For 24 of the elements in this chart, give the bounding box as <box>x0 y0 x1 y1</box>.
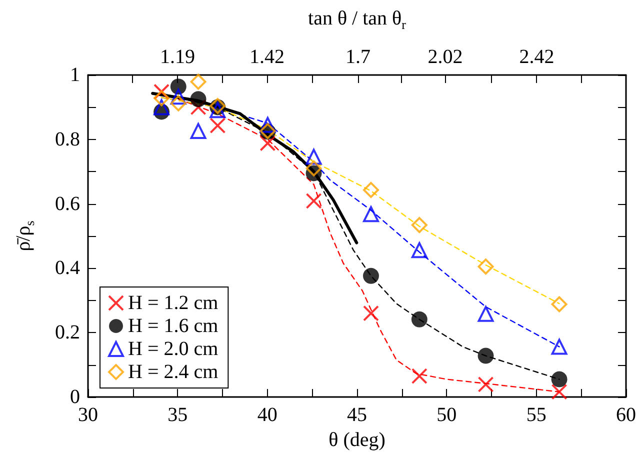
y-tick-label: 0.4 <box>55 257 80 280</box>
x-tick-label: 50 <box>436 404 457 426</box>
legend-label: H = 1.2 cm <box>128 292 219 314</box>
x-axis-title: θ (deg) <box>328 428 386 451</box>
y-tick-label: 0.8 <box>55 128 80 150</box>
legend-label: H = 1.6 cm <box>128 315 219 337</box>
x2-tick-label: 1.42 <box>249 46 284 68</box>
x2-tick-label: 2.42 <box>519 46 554 68</box>
x-tick-label: 45 <box>347 404 367 426</box>
x2-tick-label: 2.02 <box>428 46 463 68</box>
legend-label: H = 2.4 cm <box>128 361 219 383</box>
x2-tick-label: 1.7 <box>346 46 371 68</box>
x2-tick-label: 1.19 <box>160 46 196 68</box>
x-tick-label: 40 <box>257 404 278 426</box>
y-tick-label: 0.6 <box>55 192 80 215</box>
y-tick-label: 0.2 <box>55 322 80 344</box>
y-tick-label: 1 <box>70 64 80 86</box>
x-tick-label: 30 <box>78 404 98 426</box>
legend-label: H = 2.0 cm <box>128 338 219 360</box>
x-tick-label: 60 <box>616 404 636 426</box>
x-tick-label: 55 <box>526 404 546 426</box>
y-axis-title: ρ̄/ρs <box>12 220 37 252</box>
y-tick-label: 0 <box>70 386 80 408</box>
x-tick-label: 35 <box>168 404 188 426</box>
